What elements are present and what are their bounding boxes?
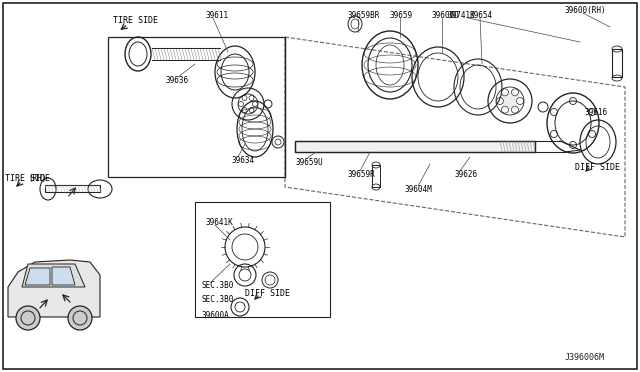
Bar [612, 49, 622, 77]
Bar [295, 141, 535, 152]
Text: 39659U: 39659U [296, 157, 324, 167]
Ellipse shape [68, 306, 92, 330]
Bar [295, 141, 535, 152]
Text: TIRE SIDE: TIRE SIDE [113, 16, 158, 25]
Text: 39604M: 39604M [405, 185, 433, 193]
Polygon shape [22, 264, 85, 287]
Text: 39741K: 39741K [448, 10, 476, 19]
Polygon shape [52, 267, 75, 285]
Text: J396006M: J396006M [565, 353, 605, 362]
Text: 39600(RH): 39600(RH) [565, 6, 607, 15]
Text: 39636: 39636 [165, 76, 188, 84]
Text: DIFF SIDE: DIFF SIDE [245, 289, 290, 298]
Polygon shape [8, 260, 100, 317]
Text: DIFF SIDE: DIFF SIDE [575, 163, 620, 171]
Ellipse shape [16, 306, 40, 330]
Polygon shape [25, 268, 50, 285]
Text: 39600A: 39600A [202, 311, 230, 320]
Text: 39611: 39611 [205, 10, 228, 19]
Text: 39600D: 39600D [432, 10, 460, 19]
Text: 39634: 39634 [232, 155, 255, 164]
Text: SEC.3B0: SEC.3B0 [202, 282, 234, 291]
Text: TIRE SIDE: TIRE SIDE [5, 173, 50, 183]
Text: 39659: 39659 [390, 10, 413, 19]
Text: 39654: 39654 [470, 10, 493, 19]
Bar [195, 202, 330, 317]
Text: 39626: 39626 [455, 170, 478, 179]
Text: 39641K: 39641K [205, 218, 233, 227]
Text: 39659R: 39659R [348, 170, 376, 179]
Text: (RH): (RH) [28, 173, 47, 183]
Bar [45, 185, 100, 192]
Bar [372, 165, 380, 187]
Text: 39659BR: 39659BR [348, 10, 380, 19]
Text: 39616: 39616 [585, 108, 608, 116]
Text: SEC.3B0: SEC.3B0 [202, 295, 234, 305]
